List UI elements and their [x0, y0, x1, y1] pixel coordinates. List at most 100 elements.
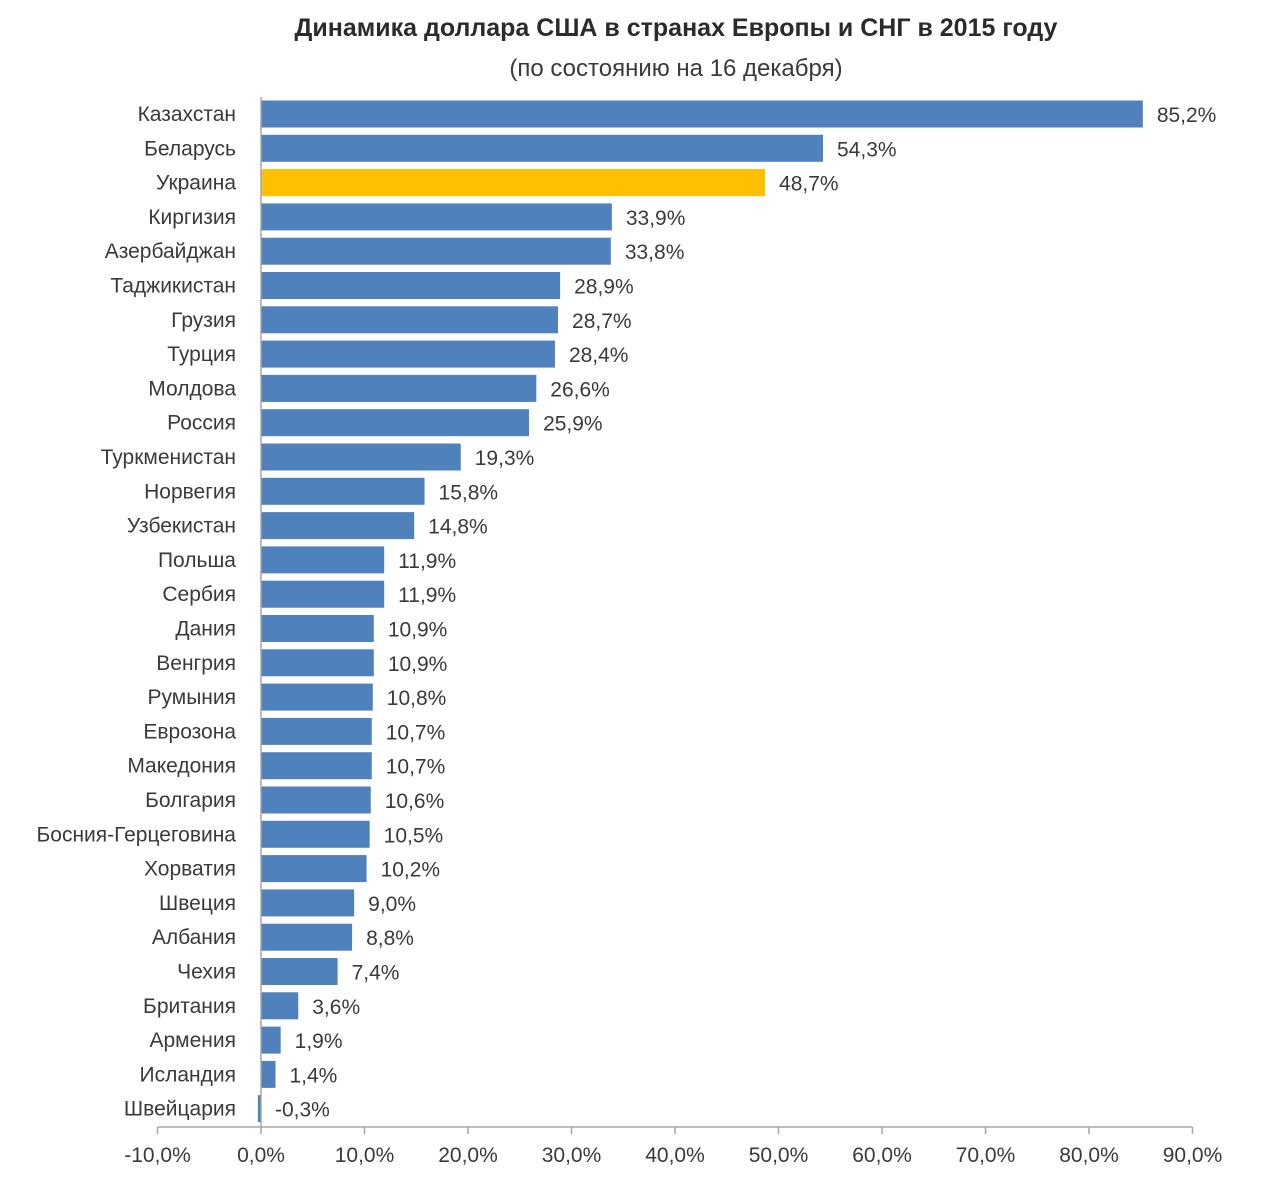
- bar: [261, 752, 372, 780]
- value-label: 33,9%: [626, 207, 686, 230]
- bar: [261, 340, 555, 368]
- value-label: 10,9%: [388, 653, 448, 676]
- value-label: 1,4%: [289, 1064, 337, 1087]
- value-label: 54,3%: [837, 138, 897, 161]
- category-label: Грузия: [171, 309, 236, 332]
- category-label: Румыния: [147, 686, 236, 709]
- value-label: 7,4%: [352, 962, 400, 985]
- x-tick-label: -10,0%: [124, 1144, 191, 1167]
- x-tick-label: 10,0%: [335, 1144, 395, 1167]
- labels-layer: Казахстан 85,2% Беларусь 54,3% Украина 48,7% К…: [37, 103, 1217, 1122]
- category-label: Турция: [167, 343, 236, 366]
- x-tick-label: 30,0%: [542, 1144, 602, 1167]
- bar: [261, 855, 367, 883]
- bar: [261, 374, 537, 402]
- category-label: Еврозона: [143, 720, 236, 743]
- bar: [261, 1060, 276, 1088]
- category-label: Киргизия: [148, 206, 236, 229]
- value-label: 25,9%: [543, 413, 603, 436]
- x-tick-label: 60,0%: [852, 1144, 912, 1167]
- value-label: 8,8%: [366, 927, 414, 950]
- bar: [261, 512, 415, 540]
- value-label: 1,9%: [295, 1030, 343, 1053]
- category-label: Польша: [158, 549, 236, 572]
- category-label: Азербайджан: [105, 240, 236, 263]
- category-label: Босния-Герцеговина: [37, 823, 237, 846]
- bar: [261, 649, 374, 677]
- value-label: 11,9%: [398, 550, 456, 573]
- value-label: 85,2%: [1157, 104, 1217, 127]
- category-label: Британия: [143, 995, 236, 1018]
- bar: [257, 1095, 261, 1123]
- bar: [261, 717, 372, 745]
- value-label: 10,5%: [384, 824, 444, 847]
- x-tick-label: 50,0%: [749, 1144, 809, 1167]
- x-tick-label: 0,0%: [237, 1144, 285, 1167]
- value-label: 48,7%: [779, 173, 839, 196]
- value-label: 28,4%: [569, 344, 629, 367]
- bar: [261, 169, 766, 197]
- value-label: 10,6%: [385, 790, 445, 813]
- bar: [261, 1026, 281, 1054]
- value-label: 26,6%: [550, 378, 610, 401]
- value-label: 10,2%: [381, 859, 441, 882]
- value-label: 15,8%: [439, 481, 499, 504]
- category-label: Молдова: [148, 377, 236, 400]
- category-label: Украина: [156, 172, 236, 195]
- x-tick-label: 40,0%: [645, 1144, 705, 1167]
- x-tick-label: 80,0%: [1059, 1144, 1119, 1167]
- bar: [261, 237, 611, 265]
- value-label: 33,8%: [625, 241, 685, 264]
- axis-layer: -10,0% 0,0% 10,0% 20,0% 30,0% 40,0% 50,0% 60,0%…: [124, 97, 1222, 1167]
- bar: [261, 580, 385, 608]
- bar: [261, 134, 824, 162]
- bar: [261, 683, 373, 711]
- value-label: 19,3%: [475, 447, 535, 470]
- value-label: 10,9%: [388, 619, 448, 642]
- category-label: Македония: [127, 755, 236, 778]
- bar: [261, 958, 338, 985]
- category-label: Россия: [167, 412, 236, 435]
- bar: [261, 203, 612, 231]
- bar: [261, 306, 559, 334]
- category-label: Исландия: [140, 1063, 236, 1086]
- bar: [261, 923, 353, 951]
- bar: [261, 615, 374, 642]
- category-label: Албания: [152, 926, 236, 949]
- category-label: Узбекистан: [127, 515, 236, 538]
- category-label: Швейцария: [124, 1098, 236, 1121]
- category-label: Хорватия: [144, 858, 236, 881]
- bar: [261, 546, 385, 574]
- bar: [261, 272, 561, 299]
- bar: [261, 100, 1143, 128]
- category-label: Таджикистан: [110, 275, 236, 298]
- category-label: Сербия: [162, 583, 236, 606]
- bars-layer: [257, 100, 1143, 1123]
- bar: [261, 889, 355, 917]
- category-label: Армения: [149, 1029, 236, 1052]
- value-label: 3,6%: [312, 996, 360, 1019]
- bar: [261, 786, 371, 814]
- category-label: Болгария: [145, 789, 236, 812]
- value-label: 9,0%: [368, 893, 416, 916]
- category-label: Чехия: [177, 961, 236, 984]
- bar: [261, 409, 530, 437]
- bar: [261, 820, 370, 848]
- value-label: 14,8%: [428, 516, 488, 539]
- value-label: -0,3%: [275, 1099, 330, 1122]
- category-label: Норвегия: [144, 480, 236, 503]
- chart-subtitle: (по состоянию на 16 декабря): [509, 55, 843, 82]
- x-tick-label: 90,0%: [1163, 1144, 1223, 1167]
- value-label: 10,7%: [386, 756, 446, 779]
- bar: [261, 992, 299, 1020]
- category-label: Казахстан: [138, 103, 236, 126]
- category-label: Швеция: [159, 892, 236, 915]
- value-label: 28,7%: [572, 310, 632, 333]
- category-label: Туркменистан: [101, 446, 236, 469]
- chart-title: Динамика доллара США в странах Европы и …: [294, 14, 1058, 42]
- value-label: 11,9%: [398, 584, 456, 607]
- value-label: 28,9%: [574, 276, 634, 299]
- x-tick-label: 20,0%: [438, 1144, 498, 1167]
- value-label: 10,7%: [386, 721, 446, 744]
